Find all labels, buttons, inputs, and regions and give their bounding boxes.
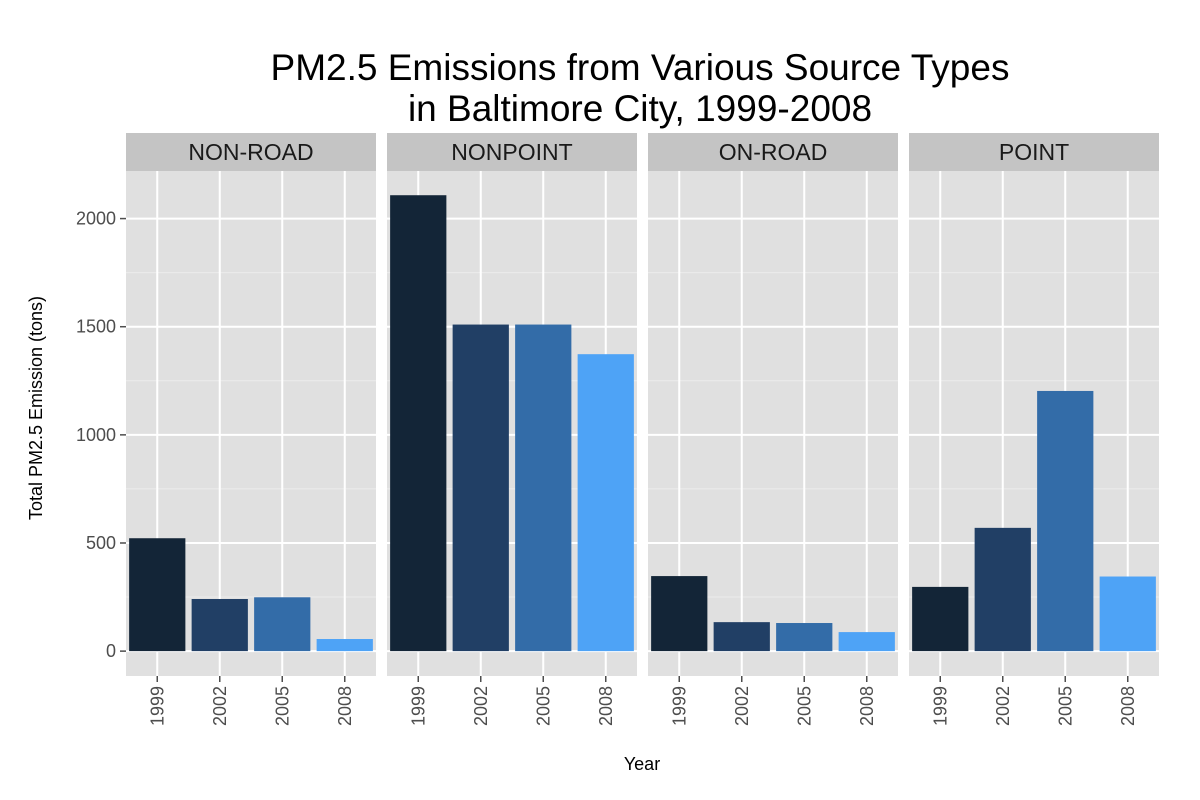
bar-nonpoint-1999 bbox=[390, 195, 447, 652]
x-tick-label: 1999 bbox=[669, 686, 689, 726]
bar-point-2008 bbox=[1099, 576, 1156, 652]
x-tick-label: 2005 bbox=[1055, 686, 1075, 726]
facet-strip bbox=[126, 133, 376, 171]
bar-nonpoint-2005 bbox=[515, 324, 572, 652]
x-tick-label: 1999 bbox=[930, 686, 950, 726]
bar-non-road-2005 bbox=[254, 597, 311, 652]
bar-point-2002 bbox=[974, 527, 1031, 652]
x-tick-label: 2008 bbox=[857, 686, 877, 726]
x-tick-label: 2008 bbox=[596, 686, 616, 726]
bar-nonpoint-2002 bbox=[452, 324, 509, 652]
bar-non-road-2008 bbox=[316, 639, 373, 652]
x-tick-label: 2002 bbox=[210, 686, 230, 726]
y-tick-label: 1500 bbox=[76, 317, 116, 337]
x-tick-label: 2005 bbox=[794, 686, 814, 726]
x-tick-label: 1999 bbox=[147, 686, 167, 726]
facet-strip-label: ON-ROAD bbox=[719, 139, 828, 165]
bar-point-1999 bbox=[912, 586, 969, 652]
facet-strip bbox=[648, 133, 898, 171]
facet-strip-label: NON-ROAD bbox=[188, 139, 313, 165]
facet-on-road: ON-ROAD 1999 2002 2005 2008 bbox=[648, 133, 898, 726]
x-tick-label: 1999 bbox=[408, 686, 428, 726]
facet-strip bbox=[387, 133, 637, 171]
bar-on-road-2008 bbox=[838, 632, 895, 652]
bar-on-road-1999 bbox=[651, 576, 708, 652]
x-axis-title: Year bbox=[624, 754, 660, 774]
x-tick-label: 2002 bbox=[732, 686, 752, 726]
x-tick-label: 2002 bbox=[993, 686, 1013, 726]
y-tick-label: 0 bbox=[106, 641, 116, 661]
bar-point-2005 bbox=[1037, 390, 1094, 652]
x-tick-label: 2008 bbox=[1118, 686, 1138, 726]
facet-point: POINT 1999 2002 2005 2008 bbox=[909, 133, 1159, 726]
facet-strip bbox=[909, 133, 1159, 171]
facet-panels: NON-ROAD 1999 2002 2005 2008 NONPOINT 1999 2002… bbox=[126, 133, 1159, 726]
y-tick-label: 1000 bbox=[76, 425, 116, 445]
y-tick-label: 500 bbox=[86, 533, 116, 553]
y-axis-title: Total PM2.5 Emission (tons) bbox=[26, 296, 46, 520]
x-tick-label: 2008 bbox=[335, 686, 355, 726]
bar-non-road-1999 bbox=[129, 538, 186, 652]
x-tick-label: 2005 bbox=[272, 686, 292, 726]
y-axis: 0 500 1000 1500 2000 bbox=[76, 209, 126, 661]
facet-nonpoint: NONPOINT 1999 2002 2005 2008 bbox=[387, 133, 637, 726]
facet-non-road: NON-ROAD 1999 2002 2005 2008 bbox=[126, 133, 376, 726]
x-tick-label: 2002 bbox=[471, 686, 491, 726]
facet-strip-label: POINT bbox=[999, 139, 1069, 165]
chart-title-line2: in Baltimore City, 1999-2008 bbox=[408, 88, 872, 129]
bar-non-road-2002 bbox=[191, 599, 248, 652]
y-tick-label: 2000 bbox=[76, 209, 116, 229]
bar-nonpoint-2008 bbox=[577, 354, 634, 652]
x-tick-label: 2005 bbox=[533, 686, 553, 726]
bar-on-road-2005 bbox=[776, 623, 833, 652]
facet-strip-label: NONPOINT bbox=[451, 139, 572, 165]
chart-title-line1: PM2.5 Emissions from Various Source Type… bbox=[271, 47, 1010, 88]
bar-on-road-2002 bbox=[713, 622, 770, 652]
